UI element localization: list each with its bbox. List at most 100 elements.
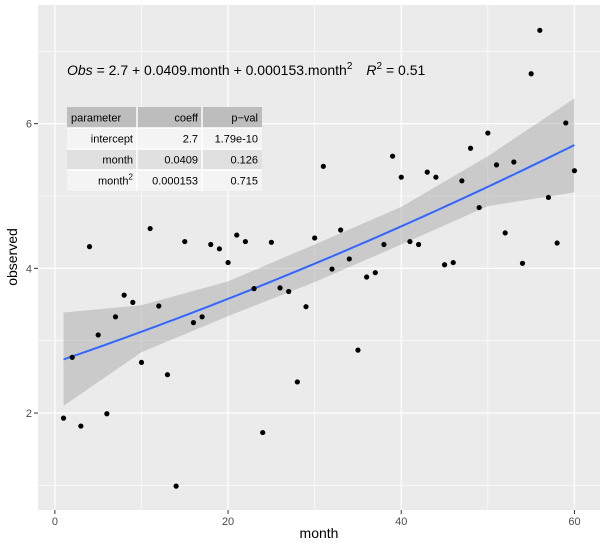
x-tick-label: 20 <box>222 516 234 528</box>
table-cell-parameter: month <box>102 155 133 167</box>
data-point <box>234 232 240 238</box>
table-cell-pval: 0.126 <box>230 155 258 167</box>
data-point <box>372 270 378 276</box>
equation-label: Obs = 2.7 + 0.0409.month + 0.000153.mont… <box>67 61 425 78</box>
x-axis-ticks: 0 20 40 60 <box>52 510 581 528</box>
data-point <box>208 241 214 248</box>
x-tick-label: 40 <box>395 516 407 528</box>
y-tick-label: 2 <box>26 408 32 420</box>
data-point <box>182 238 188 245</box>
table-cell-coeff: 0.000153 <box>152 176 198 188</box>
data-point <box>112 314 119 320</box>
table-header-parameter: parameter <box>71 113 121 125</box>
data-point <box>433 174 439 180</box>
data-point <box>493 162 500 168</box>
y-tick-label: 6 <box>26 119 32 131</box>
fit-line <box>63 144 575 361</box>
data-point <box>303 304 309 310</box>
data-point <box>390 153 396 159</box>
data-point <box>459 178 465 184</box>
data-point <box>398 174 404 180</box>
table-cell-coeff: 0.0409 <box>164 155 198 167</box>
data-point <box>467 145 474 151</box>
equation-rhs: = 2.7 + 0.0409.month + 0.000153.month <box>93 62 347 78</box>
data-point <box>381 241 387 248</box>
data-point <box>69 354 75 360</box>
equation-rhs-superscript: 2 <box>347 61 353 72</box>
table-row-bg <box>67 128 262 149</box>
plot-panel <box>38 5 600 510</box>
data-point <box>268 239 274 245</box>
data-point <box>104 411 110 417</box>
data-point <box>251 286 257 292</box>
data-point <box>346 256 352 262</box>
data-point <box>329 266 335 272</box>
data-point <box>121 292 127 298</box>
data-point <box>138 359 145 366</box>
data-point <box>571 168 578 174</box>
x-tick-label: 60 <box>568 516 580 528</box>
data-point <box>554 240 560 246</box>
data-point <box>173 483 179 489</box>
data-point <box>502 230 508 236</box>
data-point <box>216 246 223 252</box>
data-point <box>415 241 422 248</box>
data-point <box>225 259 231 266</box>
data-point <box>537 27 543 33</box>
grid-lines <box>38 5 600 510</box>
data-point <box>147 225 153 232</box>
table-cell-parameter: intercept <box>91 134 133 146</box>
data-point <box>364 274 370 280</box>
data-point <box>511 159 517 165</box>
data-point <box>441 262 448 268</box>
data-point <box>528 71 534 77</box>
data-point <box>199 314 205 320</box>
data-points <box>60 27 578 489</box>
table-header-bg <box>67 107 262 128</box>
equation-lhs: Obs <box>67 62 93 78</box>
table-cell-pval: 1.79e-10 <box>215 134 258 146</box>
data-point <box>476 204 482 211</box>
data-point <box>338 227 344 233</box>
data-point <box>95 332 101 338</box>
data-point <box>545 194 552 201</box>
data-point <box>450 259 456 266</box>
data-point <box>260 429 266 436</box>
equation-r2-superscript: 2 <box>377 61 383 72</box>
data-point <box>277 285 283 291</box>
data-point <box>242 238 248 245</box>
data-point <box>519 260 526 266</box>
data-point <box>355 347 361 353</box>
data-point <box>78 423 84 429</box>
data-point <box>60 415 67 421</box>
y-axis-ticks: 2 4 6 <box>26 119 38 420</box>
equation-r2-label: R <box>366 62 376 78</box>
confidence-band <box>63 98 575 406</box>
table-header-coeff: coeff <box>174 113 199 125</box>
data-point <box>286 288 292 295</box>
table-header-pval: p−val <box>231 113 258 125</box>
data-point <box>190 320 197 326</box>
data-point <box>86 244 93 250</box>
x-tick-label: 0 <box>52 516 58 528</box>
equation-r2-value: = 0.51 <box>382 62 425 78</box>
data-point <box>312 235 318 241</box>
y-tick-label: 4 <box>26 263 32 275</box>
data-point <box>563 120 569 126</box>
x-axis-title: month <box>300 525 339 541</box>
data-point <box>424 169 430 175</box>
data-point <box>156 303 162 309</box>
coefficient-table: parameter coeff p−val intercept 2.7 1.79e-10 m… <box>67 107 262 191</box>
data-point <box>320 163 326 169</box>
data-point <box>485 130 491 136</box>
data-point <box>130 299 136 305</box>
data-point <box>407 238 413 245</box>
data-point <box>294 379 300 385</box>
table-row-bg <box>67 170 262 191</box>
table-cell-pval: 0.715 <box>230 176 258 188</box>
table-cell-coeff: 2.7 <box>183 134 198 146</box>
y-axis-title: observed <box>4 228 20 286</box>
table-cell-parameter: month2 <box>98 173 134 188</box>
data-point <box>164 372 171 378</box>
